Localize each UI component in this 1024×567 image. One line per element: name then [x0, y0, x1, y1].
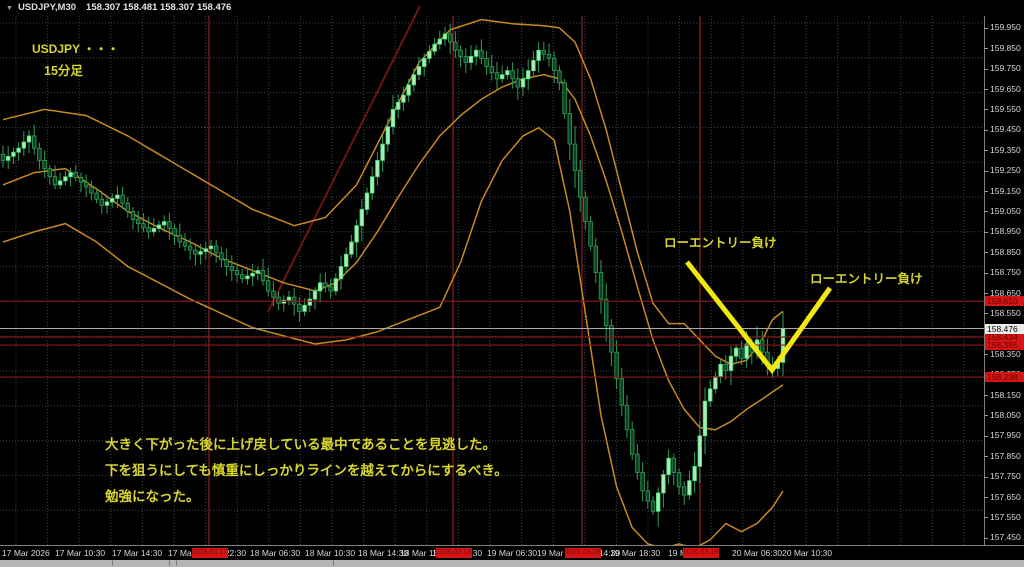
time-axis-label: 18 Mar 10:30 [305, 548, 356, 558]
price-axis-label: 157.750 [990, 471, 1021, 482]
annotation-entry-loss-2[interactable]: ローエントリー負け [810, 272, 923, 286]
price-axis-label: 158.150 [990, 389, 1021, 400]
price-axis-label: 159.250 [990, 165, 1021, 176]
chart-ohlc-values: 158.307 158.481 158.307 158.476 [86, 2, 232, 13]
price-axis-label: 159.550 [990, 103, 1021, 114]
time-marker-label[interactable]: 2026.03.18 22:30 [436, 548, 472, 558]
chart-title-bar: ▼ USDJPY,M30 158.307 158.481 158.307 158.4… [0, 0, 1024, 16]
window-bottom-border [0, 560, 1024, 567]
price-axis-label: 159.850 [990, 42, 1021, 53]
time-axis-label: 18 Mar 18:30 [400, 548, 451, 558]
time-marker-label[interactable]: 2026.03.17 22:30 [192, 548, 228, 558]
price-axis-label: 159.650 [990, 83, 1021, 94]
price-axis-label: 158.850 [990, 246, 1021, 257]
price-axis-label: 157.650 [990, 491, 1021, 502]
price-axis-tick [984, 27, 988, 29]
price-axis-label: 157.950 [990, 430, 1021, 441]
price-axis-tick [984, 211, 988, 213]
price-axis-tick [984, 129, 988, 131]
price-axis-label: 158.350 [990, 348, 1021, 359]
time-axis-label: 17 Mar 2026 [2, 548, 50, 558]
price-axis-tick [984, 497, 988, 498]
price-axis-tick [984, 68, 988, 70]
time-axis-label: 18 Mar 14:30 [358, 548, 409, 558]
price-axis-tick [984, 150, 988, 152]
level-price-tag: 158.434 [985, 332, 1024, 343]
price-axis-label: 157.850 [990, 450, 1021, 461]
time-axis-label: 17 Mar 14:30 [112, 548, 163, 558]
annotation-entry-loss-1[interactable]: ローエントリー負け [664, 236, 777, 250]
price-axis-tick [984, 293, 988, 294]
price-axis-label: 159.450 [990, 124, 1021, 135]
price-axis-tick [984, 354, 988, 356]
price-axis-tick [984, 89, 988, 90]
price-axis-label: 158.550 [990, 307, 1021, 318]
price-axis-tick [984, 170, 988, 172]
annotation-note-line1[interactable]: 大きく下がった後に上げ戻している最中であることを見逃した。 [105, 437, 496, 452]
window-bottom-notch [112, 560, 170, 566]
price-axis-tick [984, 191, 988, 192]
price-axis-tick [984, 415, 988, 417]
price-axis-label: 158.050 [990, 409, 1021, 420]
price-axis-tick [984, 252, 988, 254]
time-axis-label: 17 Mar 10:30 [55, 548, 106, 558]
price-axis-tick [984, 537, 988, 539]
time-axis-label: 19 Mar 06:30 [487, 548, 538, 558]
price-axis-tick [984, 435, 988, 437]
price-axis-label: 157.550 [990, 511, 1021, 522]
annotation-note-line3[interactable]: 勉強になった。 [105, 489, 200, 504]
price-axis-tick [984, 48, 988, 50]
time-marker-label[interactable]: 2026.03.19 14:30 [565, 548, 601, 558]
price-axis-label: 158.750 [990, 267, 1021, 278]
entry-loss-arrow-line[interactable] [685, 260, 833, 375]
annotation-note-line2[interactable]: 下を狙うにしても慎重にしっかりラインを越えてからにするべき。 [105, 463, 508, 478]
level-price-tag: 158.238 [985, 372, 1024, 383]
price-axis-tick [984, 231, 988, 233]
price-axis-label: 159.150 [990, 185, 1021, 196]
price-axis-label: 159.950 [990, 22, 1021, 33]
time-axis-separator [0, 545, 1024, 546]
price-axis-label: 158.950 [990, 226, 1021, 237]
level-price-tag: 158.610 [985, 296, 1024, 307]
time-axis-label: 18 Mar 06:30 [250, 548, 301, 558]
level-price-tag: 158.395 [985, 340, 1024, 351]
time-axis-label: 20 Mar 06:30 [732, 548, 783, 558]
trendline[interactable] [267, 5, 421, 313]
current-price-tag: 158.476 [985, 323, 1024, 334]
price-axis-label: 157.450 [990, 532, 1021, 543]
price-axis-tick [984, 476, 988, 478]
price-level-lines[interactable] [0, 300, 984, 378]
chart-symbol-period: USDJPY,M30 [17, 2, 77, 13]
chart-menu-arrow-icon[interactable]: ▼ [6, 5, 13, 12]
price-axis-label: 159.050 [990, 205, 1021, 216]
price-axis-tick [984, 456, 988, 458]
price-axis-label: 158.650 [990, 287, 1021, 298]
time-marker-label[interactable]: 2026.03.19 22:30 [683, 548, 719, 558]
window-bottom-notch [176, 560, 334, 566]
bollinger-lower-band [2, 126, 784, 545]
price-axis-tick [984, 395, 988, 396]
price-axis-tick [984, 517, 988, 519]
annotation-timeframe-note[interactable]: 15分足 [44, 64, 83, 78]
time-axis-label: 20 Mar 10:30 [782, 548, 833, 558]
price-axis-separator [984, 16, 985, 545]
price-axis-label: 159.350 [990, 144, 1021, 155]
price-axis-tick [984, 313, 988, 315]
price-axis-tick [984, 272, 988, 274]
annotation-symbol-note[interactable]: USDJPY ・・・ [32, 42, 120, 56]
time-axis-label: 19 Mar 18:30 [610, 548, 661, 558]
price-axis-tick [984, 109, 988, 111]
bollinger-upper-band [2, 18, 784, 366]
price-axis-label: 159.750 [990, 63, 1021, 74]
time-axis-label: 19 Mar 10:30 [537, 548, 588, 558]
